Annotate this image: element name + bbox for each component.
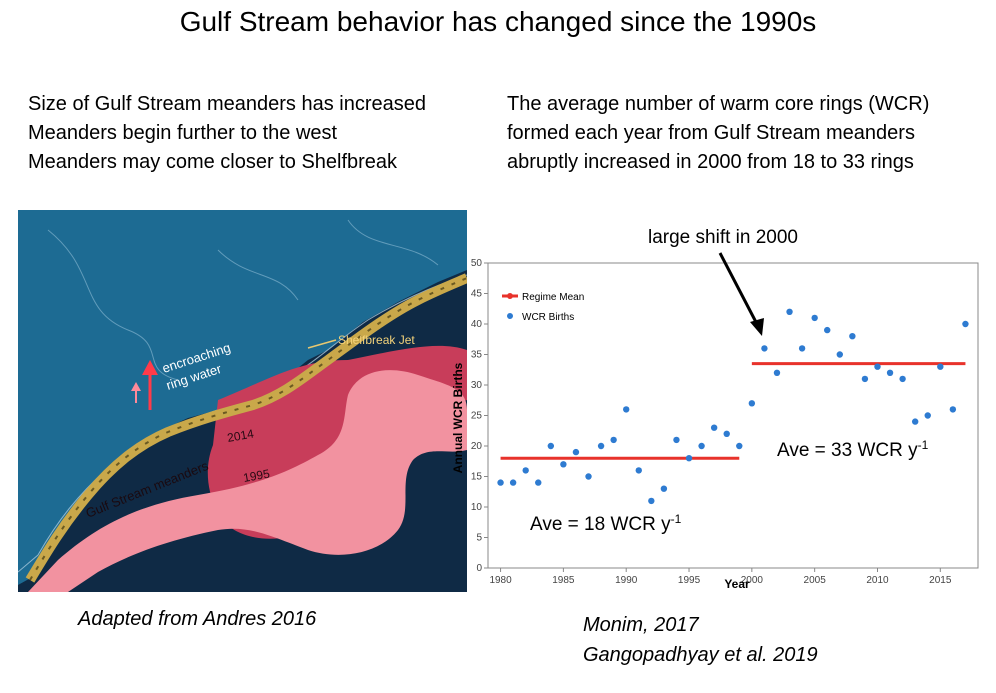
chart-legend-regime-dot xyxy=(507,293,513,299)
chart-data-point xyxy=(685,455,693,462)
chart-data-point xyxy=(962,320,969,328)
chart-data-point xyxy=(886,369,894,376)
chart-data-point xyxy=(572,448,580,456)
map-label-1995: 1995 xyxy=(242,466,271,484)
map-label-shelfbreak: Shelfbreak Jet xyxy=(338,333,415,347)
chart-legend-regime: Regime Mean xyxy=(522,292,584,303)
chart-y-tick-label: 35 xyxy=(471,350,483,361)
chart-data-point xyxy=(937,363,944,370)
chart-x-tick-label: 1985 xyxy=(552,575,575,586)
annotation-ave33: Ave = 33 WCR y-1 xyxy=(777,438,929,461)
chart-y-tick-label: 15 xyxy=(471,472,483,483)
shelfbreak-jet-arrows xyxy=(29,277,467,581)
chart-x-tick-label: 1990 xyxy=(615,575,638,586)
chart-data-point xyxy=(673,436,680,444)
chart-data-point xyxy=(660,485,668,492)
chart-y-axis-label: Annual WCR Births xyxy=(451,362,465,473)
chart-x-tick-label: 2005 xyxy=(804,575,827,586)
caption-right-line: Monim, 2017 xyxy=(583,614,699,636)
left-bullet-line: Size of Gulf Stream meanders has increas… xyxy=(28,93,426,115)
right-paragraph-line: formed each year from Gulf Stream meande… xyxy=(507,122,915,144)
chart-x-tick-label: 2000 xyxy=(741,575,764,586)
chart-data-point xyxy=(924,412,931,419)
right-paragraph-line: abruptly increased in 2000 from 18 to 33… xyxy=(507,151,914,173)
annotation-shift-arrow-icon xyxy=(718,252,760,327)
chart-y-tick-label: 50 xyxy=(471,258,483,269)
chart-legend-births-dot xyxy=(507,313,513,319)
chart-data-point xyxy=(610,436,617,444)
chart-data-point xyxy=(535,479,542,486)
slide-title: Gulf Stream behavior has changed since t… xyxy=(179,6,817,37)
wcr-births-chart: 0 5 10 15 20 25 30 35 40 45 50 1980 1985 1990 1995 2000… xyxy=(451,227,979,591)
chart-y-tick-label: 5 xyxy=(476,533,482,544)
annotation-large-shift: large shift in 2000 xyxy=(648,227,798,248)
chart-data-point xyxy=(899,375,906,383)
annotation-shift-arrowhead-icon xyxy=(750,318,764,336)
chart-data-point xyxy=(736,442,743,450)
chart-y-tick-label: 30 xyxy=(471,380,483,391)
chart-y-tick-label: 25 xyxy=(471,411,483,422)
left-bullet-line: Meanders begin further to the west xyxy=(28,122,338,144)
right-paragraph: The average number of warm core rings (W… xyxy=(507,90,929,177)
chart-data-point xyxy=(761,345,768,352)
chart-data-point xyxy=(597,442,605,450)
chart-x-tick-label: 1980 xyxy=(489,575,512,586)
chart-data-point xyxy=(949,406,957,413)
chart-y-tick-label: 45 xyxy=(471,289,483,300)
left-bullets: Size of Gulf Stream meanders has increas… xyxy=(28,90,426,177)
chart-data-point xyxy=(698,442,705,450)
chart-data-point xyxy=(710,424,718,431)
chart-data-point xyxy=(874,363,881,370)
chart-data-point xyxy=(824,326,831,334)
chart-data-point xyxy=(635,467,642,474)
chart-x-axis-label: Year xyxy=(724,577,750,591)
chart-data-point xyxy=(560,461,567,468)
arrowhead-icon xyxy=(142,360,158,375)
chart-data-point xyxy=(547,442,555,450)
right-paragraph-line: The average number of warm core rings (W… xyxy=(507,93,930,115)
chart-data-point xyxy=(623,406,630,413)
gulf-stream-map: Shelfbreak Jet encroaching ring water 20… xyxy=(18,210,467,592)
caption-right: Monim, 2017 Gangopadhyay et al. 2019 xyxy=(583,610,818,670)
chart-data-point xyxy=(811,314,818,322)
chart-data-point xyxy=(773,369,781,376)
chart-x-tick-label: 1995 xyxy=(678,575,701,586)
chart-data-point xyxy=(497,479,504,486)
chart-axes: 0 5 10 15 20 25 30 35 40 45 50 1980 1985 1990 1995 2000… xyxy=(471,258,979,586)
chart-data-point xyxy=(509,479,517,486)
annotation-ave18: Ave = 18 WCR y-1 xyxy=(530,512,682,535)
chart-data-point xyxy=(911,418,919,425)
chart-marks xyxy=(497,308,969,505)
arrowhead-small-icon xyxy=(131,382,141,391)
meander-1995 xyxy=(28,370,467,592)
chart-data-point xyxy=(786,308,793,315)
caption-left: Adapted from Andres 2016 xyxy=(78,608,317,630)
chart-data-point xyxy=(798,345,806,352)
map-label-2014: 2014 xyxy=(226,426,255,444)
map-coastline xyxy=(47,219,439,381)
chart-x-tick-label: 2015 xyxy=(929,575,952,586)
chart-y-tick-label: 10 xyxy=(471,502,483,513)
chart-legend-births: WCR Births xyxy=(522,312,574,323)
left-bullet-line: Meanders may come closer to Shelfbreak xyxy=(28,151,398,173)
chart-data-point xyxy=(861,375,869,383)
chart-data-point xyxy=(648,497,655,505)
chart-data-point xyxy=(723,430,730,437)
chart-data-point xyxy=(585,473,592,480)
chart-data-point xyxy=(836,351,843,358)
chart-y-tick-label: 0 xyxy=(476,563,482,574)
chart-data-point xyxy=(522,467,529,474)
chart-x-tick-label: 2010 xyxy=(866,575,889,586)
chart-data-point xyxy=(849,333,856,340)
chart-data-point xyxy=(748,400,756,407)
chart-y-tick-label: 40 xyxy=(471,319,483,330)
caption-right-line: Gangopadhyay et al. 2019 xyxy=(583,644,818,666)
chart-y-tick-label: 20 xyxy=(471,441,483,452)
shelfbreak-leader xyxy=(307,339,337,349)
